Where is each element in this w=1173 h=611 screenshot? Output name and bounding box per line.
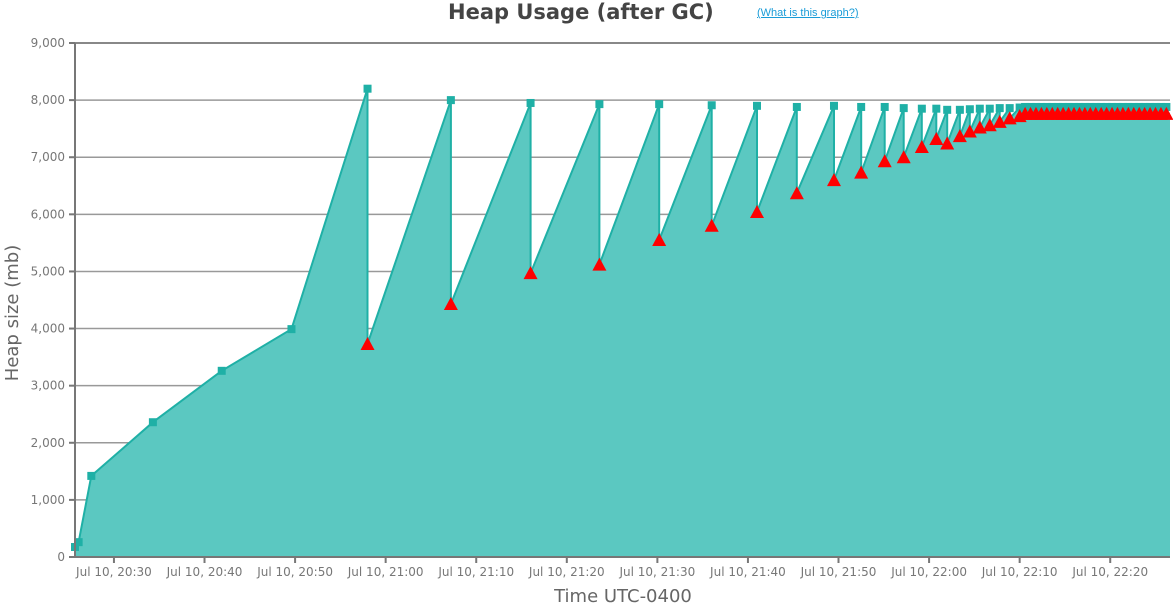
after-gc-marker (992, 114, 1007, 128)
y-tick-label: 3,000 (31, 379, 65, 393)
x-tick-label: Jul 10, 21:10 (437, 565, 514, 579)
before-gc-marker (880, 102, 889, 111)
before-gc-marker (965, 105, 974, 114)
y-tick-label: 0 (57, 550, 65, 564)
after-gc-marker (952, 129, 967, 143)
y-tick-label: 8,000 (31, 93, 65, 107)
before-gc-marker (899, 104, 908, 113)
before-gc-marker (363, 84, 372, 93)
y-tick-label: 7,000 (31, 150, 65, 164)
y-tick-label: 2,000 (31, 436, 65, 450)
after-gc-marker (914, 139, 929, 153)
after-gc-marker (749, 205, 764, 219)
after-gc-marker (1159, 106, 1173, 120)
before-gc-marker (217, 366, 226, 375)
before-gc-marker (995, 104, 1004, 113)
before-gc-marker (975, 104, 984, 113)
x-tick-label: Jul 10, 20:40 (166, 565, 243, 579)
heap-area (75, 88, 1170, 557)
before-gc-marker (792, 102, 801, 111)
before-gc-marker (595, 100, 604, 109)
before-gc-marker (1005, 104, 1014, 113)
after-gc-marker (982, 118, 997, 132)
y-tick-label: 5,000 (31, 264, 65, 278)
after-gc-marker (789, 186, 804, 200)
before-gc-marker (752, 101, 761, 110)
x-tick-label: Jul 10, 21:20 (528, 565, 605, 579)
y-tick-label: 6,000 (31, 207, 65, 221)
after-gc-marker (652, 233, 667, 247)
after-gc-marker (826, 173, 841, 187)
before-gc-marker (87, 471, 96, 480)
before-gc-marker (526, 98, 535, 107)
y-axis-label: Heap size (mb) (2, 245, 23, 381)
before-gc-marker (148, 418, 157, 427)
after-gc-marker (854, 165, 869, 179)
after-gc-marker (592, 257, 607, 271)
before-gc-marker (1015, 103, 1024, 112)
y-tick-label: 9,000 (31, 36, 65, 50)
before-gc-marker (932, 104, 941, 113)
x-tick-label: Jul 10, 20:30 (75, 565, 152, 579)
after-gc-marker (929, 131, 944, 145)
after-gc-marker (360, 336, 375, 350)
x-tick-label: Jul 10, 21:00 (347, 565, 424, 579)
before-gc-marker (985, 104, 994, 113)
x-axis-label: Time UTC-0400 (553, 586, 692, 607)
after-gc-marker (962, 124, 977, 138)
x-tick-label: Jul 10, 21:40 (709, 565, 786, 579)
axes: 0 1,000 2,000 3,000 4,000 5,000 6,000 7,000 8,00… (31, 36, 1170, 579)
x-tick-label: Jul 10, 21:50 (800, 565, 877, 579)
before-gc-marker (955, 105, 964, 114)
before-gc-marker (446, 96, 455, 105)
before-gc-marker (917, 104, 926, 113)
before-gc-marker (655, 100, 664, 109)
x-tick-label: Jul 10, 20:50 (256, 565, 333, 579)
x-tick-label: Jul 10, 22:00 (890, 565, 967, 579)
y-tick-label: 1,000 (31, 493, 65, 507)
x-tick-label: Jul 10, 21:30 (618, 565, 695, 579)
x-tick-label: Jul 10, 22:10 (981, 565, 1058, 579)
after-gc-marker (443, 296, 458, 310)
y-tick-label: 4,000 (31, 322, 65, 336)
markers (71, 84, 1173, 552)
before-gc-marker (707, 101, 716, 110)
after-gc-marker (704, 218, 719, 232)
after-gc-marker (940, 136, 955, 150)
after-gc-marker (896, 150, 911, 164)
before-gc-marker (74, 538, 83, 547)
after-gc-marker (523, 266, 538, 280)
chart-title: Heap Usage (after GC) (448, 0, 714, 24)
before-gc-marker (287, 325, 296, 334)
before-gc-marker (857, 102, 866, 111)
x-tick-label: Jul 10, 22:20 (1071, 565, 1148, 579)
before-gc-marker (829, 101, 838, 110)
before-gc-marker (943, 105, 952, 114)
what-is-this-graph-link[interactable]: (What is this graph?) (757, 7, 859, 19)
after-gc-marker (877, 154, 892, 168)
